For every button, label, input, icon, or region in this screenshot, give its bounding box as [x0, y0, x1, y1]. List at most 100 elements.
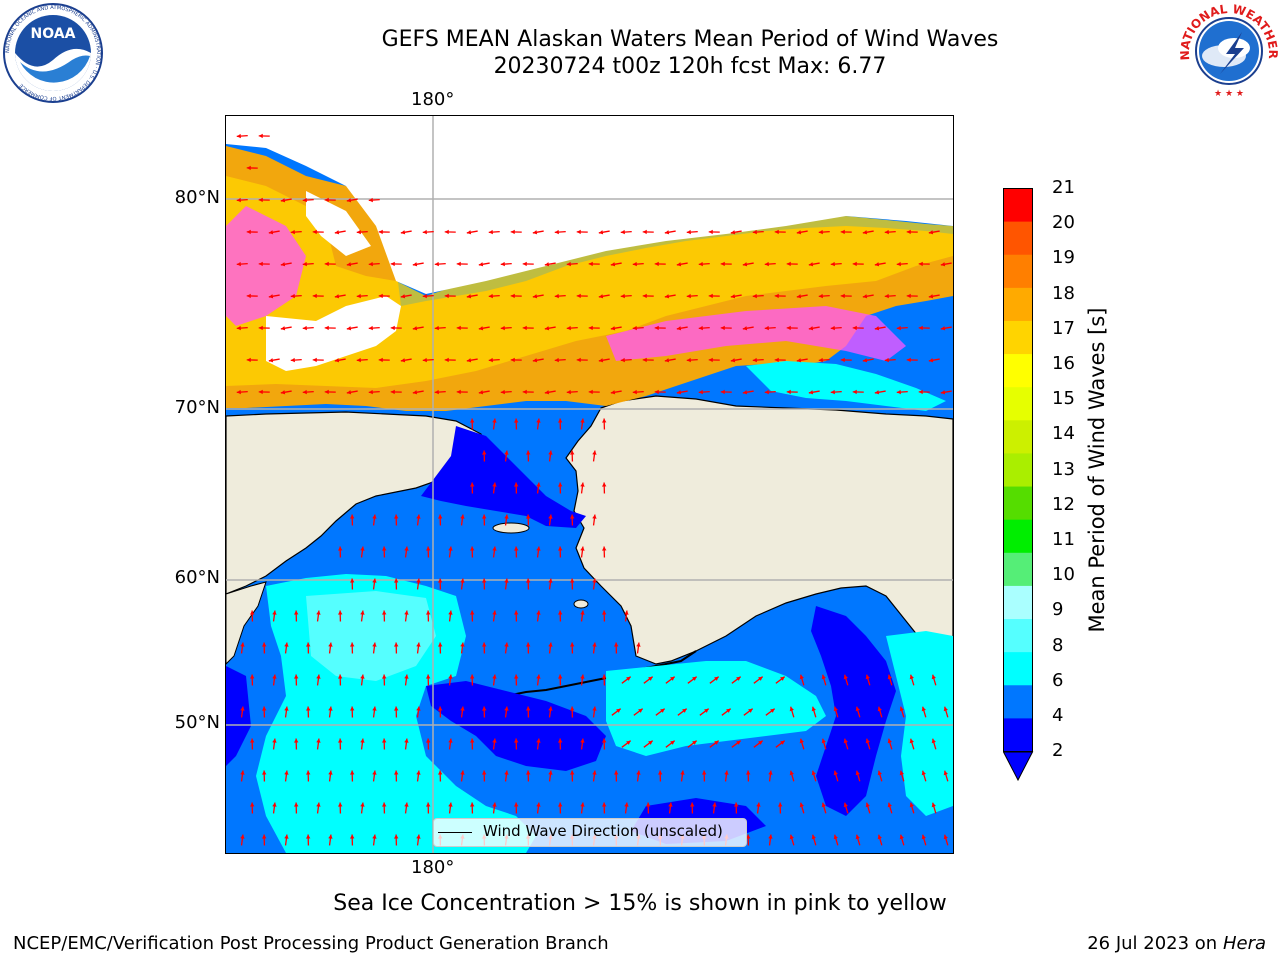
wind-wave-arrowhead	[598, 230, 604, 235]
wind-wave-arrowhead	[258, 197, 263, 203]
wind-wave-arrowhead	[236, 389, 241, 395]
wind-wave-arrowhead	[626, 676, 631, 681]
wind-wave-arrowhead	[906, 357, 911, 363]
wind-wave-arrowhead	[764, 389, 769, 395]
wind-wave-arrowhead	[778, 802, 783, 807]
colorbar-segment	[1003, 254, 1033, 289]
wind-wave-arrowhead	[312, 357, 317, 363]
wind-wave-arrowhead	[592, 514, 597, 519]
wind-wave-arrowhead	[855, 706, 860, 712]
wind-wave-arrowhead	[642, 357, 647, 363]
wind-wave-arrowhead	[400, 230, 406, 235]
wind-wave-arrowhead	[730, 294, 736, 299]
wind-wave-arrowhead	[686, 229, 691, 235]
wind-wave-arrowhead	[786, 325, 791, 331]
wind-wave-arrowhead	[602, 546, 607, 551]
wave-period-cyan-central	[606, 661, 826, 756]
wind-wave-arrowhead	[752, 357, 757, 363]
wind-wave-arrowhead	[350, 642, 355, 647]
wind-wave-arrowhead	[698, 325, 703, 331]
wind-wave-arrowhead	[698, 261, 703, 267]
colorbar-tick-label: 6	[1052, 669, 1064, 691]
wind-wave-arrowhead	[466, 358, 472, 363]
wind-wave-arrowhead	[514, 482, 519, 487]
lat-label-80: 80°N	[174, 187, 220, 208]
wind-wave-arrowhead	[592, 642, 597, 647]
wind-wave-arrowhead	[324, 261, 329, 267]
wind-wave-arrowhead	[382, 674, 387, 679]
map-canvas	[226, 116, 953, 853]
wind-wave-arrowhead	[262, 834, 267, 839]
wind-wave-arrowhead	[412, 326, 418, 331]
wind-wave-arrowhead	[928, 230, 934, 235]
wind-wave-arrowhead	[690, 802, 695, 807]
wave-period-cyan-beaufort	[746, 361, 946, 411]
wind-wave-arrowhead	[510, 293, 515, 299]
wind-wave-arrowhead	[592, 770, 597, 775]
wind-wave-arrowhead	[736, 676, 741, 681]
wind-wave-arrowhead	[786, 261, 791, 267]
wind-wave-arrowhead	[818, 229, 823, 235]
wind-wave-arrowhead	[246, 165, 251, 171]
lon-label-bottom: 180°	[411, 857, 455, 878]
wind-wave-arrowhead	[862, 294, 868, 299]
wind-wave-arrowhead	[470, 482, 475, 487]
wind-wave-arrowhead	[632, 389, 637, 395]
wind-wave-arrowhead	[742, 390, 748, 395]
wind-wave-arrowhead	[896, 389, 901, 395]
wind-wave-arrowhead	[592, 578, 597, 583]
wind-wave-arrowhead	[504, 642, 509, 647]
wind-wave-arrowhead	[865, 738, 870, 744]
wind-wave-arrowhead	[602, 610, 607, 615]
wind-wave-arrowhead	[764, 261, 769, 267]
wind-wave-arrowhead	[382, 802, 387, 807]
wind-wave-arrowhead	[448, 674, 453, 679]
wind-wave-arrowhead	[752, 293, 757, 299]
wind-wave-arrowhead	[918, 261, 923, 267]
wind-wave-arrowhead	[532, 230, 538, 235]
wind-wave-arrowhead	[548, 450, 553, 455]
wind-wave-arrowhead	[588, 389, 593, 395]
colorbar-tick-label: 10	[1052, 564, 1075, 586]
wind-wave-arrowhead	[522, 389, 527, 395]
wind-wave-arrowhead	[774, 293, 779, 299]
wind-wave-arrowhead	[909, 802, 914, 808]
wind-wave-arrowhead	[862, 358, 868, 363]
wind-wave-arrowhead	[492, 418, 497, 423]
wind-wave-arrowhead	[548, 706, 553, 711]
wind-wave-arrowhead	[360, 674, 365, 679]
wind-wave-arrowhead	[290, 293, 295, 299]
wind-wave-arrowhead	[748, 708, 753, 713]
wave-period-darkblue-2	[811, 606, 896, 816]
wind-wave-arrowhead	[620, 357, 625, 363]
colorbar-tick-label: 18	[1052, 282, 1075, 304]
wind-wave-arrowhead	[680, 770, 685, 775]
wind-wave-arrowhead	[921, 834, 926, 840]
wind-wave-arrowhead	[328, 770, 333, 775]
wind-wave-arrowhead	[334, 294, 340, 299]
wind-wave-arrowhead	[434, 325, 439, 331]
wind-wave-arrowhead	[250, 802, 255, 807]
wind-wave-arrowhead	[526, 514, 531, 519]
wind-wave-arrowhead	[426, 674, 431, 679]
wind-wave-arrowhead	[780, 676, 785, 681]
no-data-area-1	[266, 296, 401, 371]
wind-wave-arrowhead	[884, 293, 889, 299]
wind-wave-arrowhead	[404, 674, 409, 679]
wind-wave-arrowhead	[350, 770, 355, 775]
wind-wave-arrowhead	[416, 642, 421, 647]
wind-wave-arrowhead	[338, 738, 343, 743]
wind-wave-arrowhead	[620, 293, 625, 299]
wind-wave-arrowhead	[570, 770, 575, 775]
wind-wave-arrowhead	[758, 676, 763, 681]
wind-wave-arrowhead	[272, 674, 277, 679]
wind-wave-arrowhead	[268, 294, 274, 299]
wind-wave-arrowhead	[664, 358, 670, 363]
wind-wave-arrowhead	[855, 770, 860, 776]
wind-wave-arrowhead	[624, 610, 629, 615]
wind-wave-arrowhead	[943, 834, 948, 840]
wind-wave-arrowhead	[558, 802, 563, 807]
legend-line-swatch	[438, 832, 472, 833]
colorbar-segment	[1003, 287, 1033, 322]
wind-wave-arrowhead	[616, 708, 621, 713]
